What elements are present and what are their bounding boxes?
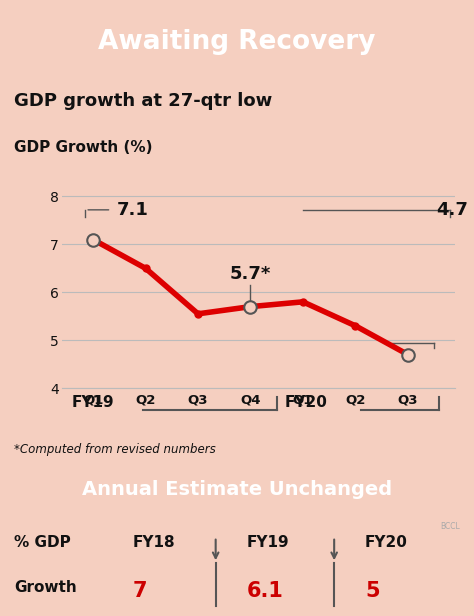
Text: 5: 5 [365, 581, 380, 601]
Text: 7.1: 7.1 [117, 201, 148, 219]
Text: FY19: FY19 [246, 535, 289, 550]
Text: Annual Estimate Unchanged: Annual Estimate Unchanged [82, 480, 392, 499]
Text: 7: 7 [133, 581, 147, 601]
Text: GDP growth at 27-qtr low: GDP growth at 27-qtr low [14, 92, 273, 110]
Text: *Computed from revised numbers: *Computed from revised numbers [14, 443, 216, 456]
Text: FY20: FY20 [284, 395, 328, 410]
Text: Growth: Growth [14, 580, 77, 595]
Text: GDP Growth (%): GDP Growth (%) [14, 140, 153, 155]
Text: 4.7: 4.7 [437, 201, 469, 219]
Text: FY18: FY18 [133, 535, 175, 550]
Text: BCCL: BCCL [440, 522, 460, 531]
Text: FY19: FY19 [72, 395, 115, 410]
Text: Awaiting Recovery: Awaiting Recovery [98, 28, 376, 55]
Text: 5.7*: 5.7* [230, 265, 271, 283]
Text: FY20: FY20 [365, 535, 408, 550]
Text: 6.1: 6.1 [246, 581, 283, 601]
Text: % GDP: % GDP [14, 535, 71, 550]
